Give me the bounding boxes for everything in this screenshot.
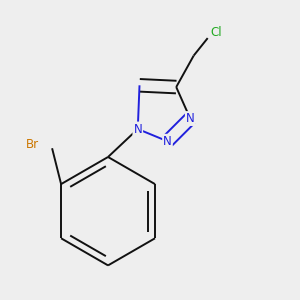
Text: N: N	[163, 135, 172, 148]
Text: N: N	[186, 112, 195, 125]
Text: Cl: Cl	[211, 26, 222, 39]
Text: Br: Br	[26, 138, 39, 151]
Text: N: N	[134, 122, 142, 136]
